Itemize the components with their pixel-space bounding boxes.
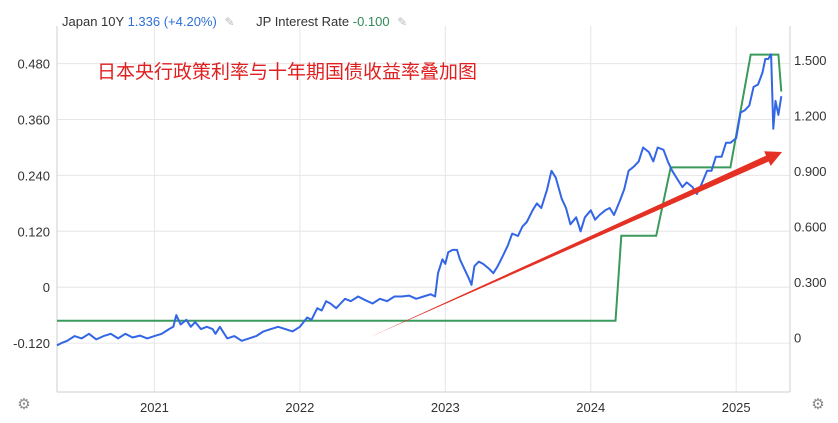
jp-interest-rate-series-line [57,53,783,322]
x-axis-tick-label: 2023 [431,400,460,415]
legend-series-name: JP Interest Rate [256,14,350,29]
right-axis-tick-label: 0.900 [794,164,827,179]
left-axis-tick-labels: -0.120 0 0.120 0.240 0.360 0.480 [13,57,50,351]
right-axis-tick-label: 1.500 [794,53,827,68]
right-axis-tick-labels: 0 0.300 0.600 0.900 1.200 1.500 [794,53,827,345]
japan-10y-series-line [56,53,783,347]
x-axis-tick-label: 2025 [722,400,751,415]
trend-arrow [370,151,782,337]
x-axis-tick-label: 2022 [285,400,314,415]
left-axis-tick-label: 0.240 [17,168,50,183]
grid-lines [56,26,791,393]
legend-series-value: 1.336 (+4.20%) [127,14,217,29]
right-axis-tick-label: 0.600 [794,220,827,235]
left-axis-tick-label: -0.120 [13,336,50,351]
left-axis-tick-label: 0.360 [17,113,50,128]
chart-legend: Japan 10Y 1.336 (+4.20%) ✎ JP Interest R… [62,14,425,29]
legend-series-value: -0.100 [352,14,390,29]
x-axis-tick-label: 2024 [576,400,605,415]
left-axis-tick-label: 0 [43,280,50,295]
legend-item-japan-10y[interactable]: Japan 10Y 1.336 (+4.20%) ✎ [62,14,235,29]
pencil-icon[interactable]: ✎ [397,15,408,29]
pencil-icon[interactable]: ✎ [224,15,235,29]
chart-annotation: 日本央行政策利率与十年期国债收益率叠加图 [97,61,477,83]
trend-arrow-shape [370,151,782,337]
gear-icon[interactable]: ⚙ [17,396,31,413]
right-axis-tick-label: 0.300 [794,275,827,290]
right-axis-tick-label: 1.200 [794,109,827,124]
right-axis-tick-label: 0 [794,330,801,345]
legend-series-name: Japan 10Y [62,14,124,29]
x-axis-tick-labels: 2021 2022 2023 2024 2025 [140,400,751,415]
left-axis-tick-label: 0.120 [17,224,50,239]
left-axis-tick-label: 0.480 [17,57,50,72]
gear-icon[interactable]: ⚙ [811,396,825,413]
legend-item-jp-interest-rate[interactable]: JP Interest Rate -0.100 ✎ [256,14,407,29]
x-axis-tick-label: 2021 [140,400,169,415]
